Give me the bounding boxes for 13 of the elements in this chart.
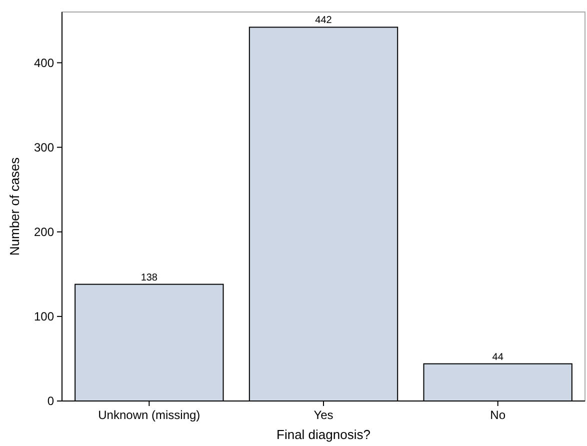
- data-label: 138: [140, 272, 158, 284]
- y-tick-label: 200: [34, 225, 54, 240]
- y-tick-label: 400: [34, 56, 54, 70]
- x-tick-label: No: [490, 408, 506, 422]
- x-tick-label: Unknown (missing): [98, 408, 200, 422]
- x-axis-title: Final diagnosis?: [276, 427, 370, 442]
- y-axis-title: Number of cases: [7, 156, 22, 256]
- y-tick-label: 300: [34, 140, 54, 155]
- y-tick-label: 100: [34, 310, 54, 324]
- y-tick-label: 0: [47, 394, 54, 408]
- data-label: 442: [315, 15, 332, 26]
- x-tick-label: Yes: [314, 408, 334, 422]
- data-label: 44: [492, 352, 504, 363]
